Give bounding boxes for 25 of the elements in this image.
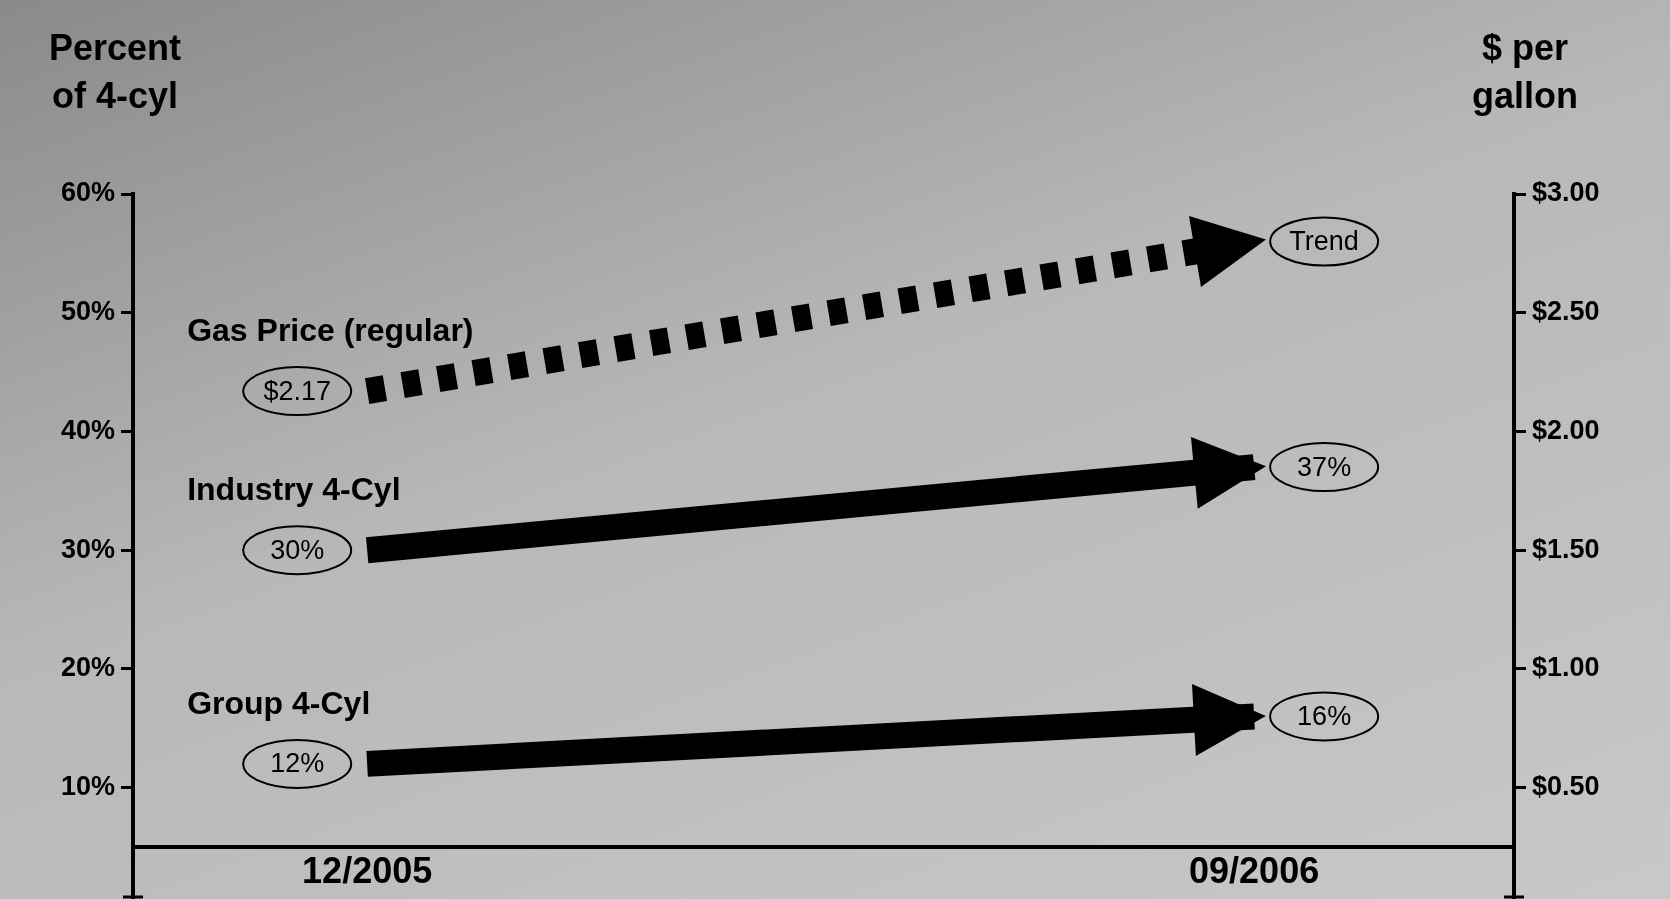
x-tick-label: 09/2006 (1189, 849, 1320, 891)
data-label: 12% (270, 748, 325, 779)
y-tick-label: 20% (60, 652, 115, 683)
series-label: Gas Price (regular) (187, 312, 474, 349)
x-tick-label: 12/2005 (302, 849, 433, 891)
y-tick-label: 60% (60, 177, 115, 208)
y-tick-label: 30% (60, 533, 115, 564)
data-label: $2.17 (263, 375, 331, 406)
y2-tick-label: $3.00 (1532, 177, 1600, 208)
y2-tick-label: $2.00 (1532, 414, 1600, 445)
data-label: Trend (1289, 225, 1359, 256)
series-label: Group 4-Cyl (187, 684, 371, 721)
data-label: 30% (270, 534, 325, 565)
y-tick-label: 50% (60, 296, 115, 327)
data-label: 16% (1297, 700, 1352, 731)
series-label: Industry 4-Cyl (187, 471, 401, 508)
data-label: 37% (1297, 451, 1352, 482)
y2-tick-label: $1.50 (1532, 533, 1600, 564)
y-axis-title: Percent of 4-cyl (47, 26, 183, 118)
y2-tick-label: $0.50 (1532, 771, 1600, 802)
y2-axis-title: $ per gallon (1471, 26, 1579, 118)
y2-tick-label: $1.00 (1532, 652, 1600, 683)
y2-tick-label: $2.50 (1532, 296, 1600, 327)
y-tick-label: 10% (60, 771, 115, 802)
y-tick-label: 40% (60, 414, 115, 445)
